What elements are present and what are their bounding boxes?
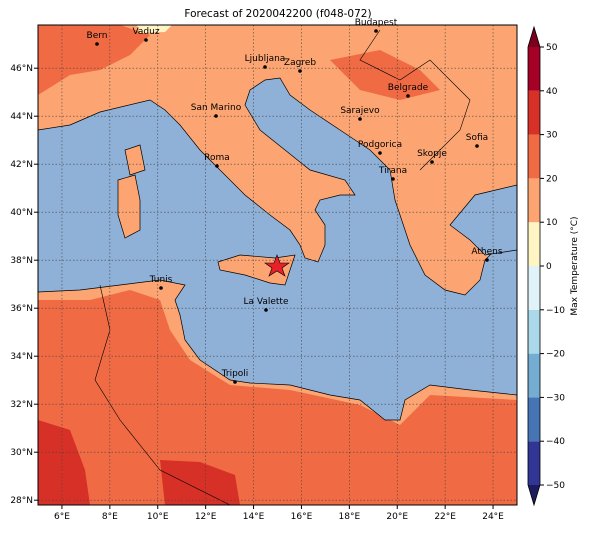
colorbar-segment [528, 134, 540, 179]
city-label: Budapest [355, 18, 398, 28]
colorbar-segment [528, 309, 540, 354]
city-label: Zagreb [284, 58, 316, 68]
city-label: Bern [87, 31, 108, 41]
city-dot [378, 151, 382, 155]
colorbar-segment [528, 222, 540, 266]
colorbar-segment [528, 178, 540, 223]
colorbar-tick-label: −50 [546, 481, 565, 491]
y-tick-label: 38°N [10, 256, 33, 266]
warm-region [330, 50, 440, 100]
city-dot [298, 69, 302, 73]
city-dot [430, 160, 434, 164]
city-label: Belgrade [388, 83, 429, 93]
city-label: Ljubljana [245, 54, 286, 64]
border [94, 284, 231, 505]
city-label: Vaduz [132, 27, 159, 37]
city-label: Tripoli [221, 369, 249, 379]
x-tick-label: 6°E [54, 512, 70, 522]
y-tick-label: 36°N [10, 304, 33, 314]
colorbar-segment [528, 266, 540, 310]
colorbar-segment [528, 353, 540, 398]
x-tick-label: 8°E [102, 512, 118, 522]
city-label: Sarajevo [340, 106, 380, 116]
city-dot [475, 144, 479, 148]
colorbar-under [528, 485, 540, 505]
colorbar-tick-label: −30 [546, 393, 565, 403]
city-label: Sofia [466, 133, 488, 143]
city-dot [215, 164, 219, 168]
y-tick-label: 46°N [10, 64, 33, 74]
x-tick-label: 12°E [195, 512, 217, 522]
city-label: San Marino [191, 103, 242, 113]
city-dot [358, 117, 362, 121]
y-tick-label: 44°N [10, 112, 33, 122]
city-label: La Valette [244, 297, 289, 307]
city-dot [264, 308, 268, 312]
colorbar-tick-label: 0 [546, 262, 552, 272]
colorbar-tick-label: 30 [546, 131, 558, 141]
city-dot [95, 42, 99, 46]
forecast-star [264, 254, 290, 277]
hot-region [38, 420, 90, 505]
colorbar-tick-label: −40 [546, 437, 565, 447]
y-tick-label: 32°N [10, 400, 33, 410]
city-label: Athens [471, 247, 502, 257]
colorbar-tick-label: 50 [546, 43, 558, 53]
x-tick-label: 18°E [339, 512, 361, 522]
city-dot [159, 286, 163, 290]
x-tick-label: 22°E [434, 512, 456, 522]
y-tick-label: 30°N [10, 448, 33, 458]
city-label: Roma [204, 153, 230, 163]
city-dot [263, 65, 267, 69]
city-dot [406, 94, 410, 98]
city-dot [233, 380, 237, 384]
warm-region [38, 25, 150, 95]
colorbar-over [528, 27, 540, 47]
x-tick-label: 20°E [386, 512, 408, 522]
border [359, 29, 471, 171]
colorbar-segment [528, 47, 540, 91]
city-dot [144, 38, 148, 42]
colorbar-tick-label: 20 [546, 174, 558, 184]
city-label: Tunis [149, 275, 173, 285]
cool-region [136, 25, 172, 33]
y-tick-label: 40°N [10, 208, 33, 218]
hot-region [160, 460, 240, 505]
colorbar-segment [528, 90, 540, 135]
colorbar-tick-label: 40 [546, 87, 558, 97]
colorbar-tick-label: 10 [546, 218, 558, 228]
map-area [38, 25, 517, 505]
x-tick-label: 24°E [482, 512, 504, 522]
city-label: Podgorica [358, 140, 402, 150]
colorbar-segment [528, 441, 540, 485]
city-dot [485, 258, 489, 262]
colorbar-tick-label: −10 [546, 306, 565, 316]
corsica [124, 144, 146, 176]
aegean-sea [449, 184, 517, 256]
city-label: Skopje [417, 149, 447, 159]
colorbar-label: Max Temperature (°C) [570, 216, 580, 315]
x-tick-label: 10°E [147, 512, 169, 522]
sardinia [117, 174, 141, 239]
city-dot [214, 114, 218, 118]
colorbar-segment [528, 397, 540, 442]
y-tick-label: 34°N [10, 352, 33, 362]
city-dot [374, 29, 378, 33]
map-frame [37, 24, 518, 506]
x-tick-label: 14°E [243, 512, 265, 522]
colorbar-tick-label: −20 [546, 350, 565, 360]
y-tick-label: 28°N [10, 496, 33, 506]
city-label: Tirana [378, 166, 407, 176]
city-dot [391, 177, 395, 181]
title: Forecast of 2020042200 (f048-072) [184, 8, 371, 20]
y-tick-label: 42°N [10, 160, 33, 170]
x-tick-label: 16°E [291, 512, 313, 522]
